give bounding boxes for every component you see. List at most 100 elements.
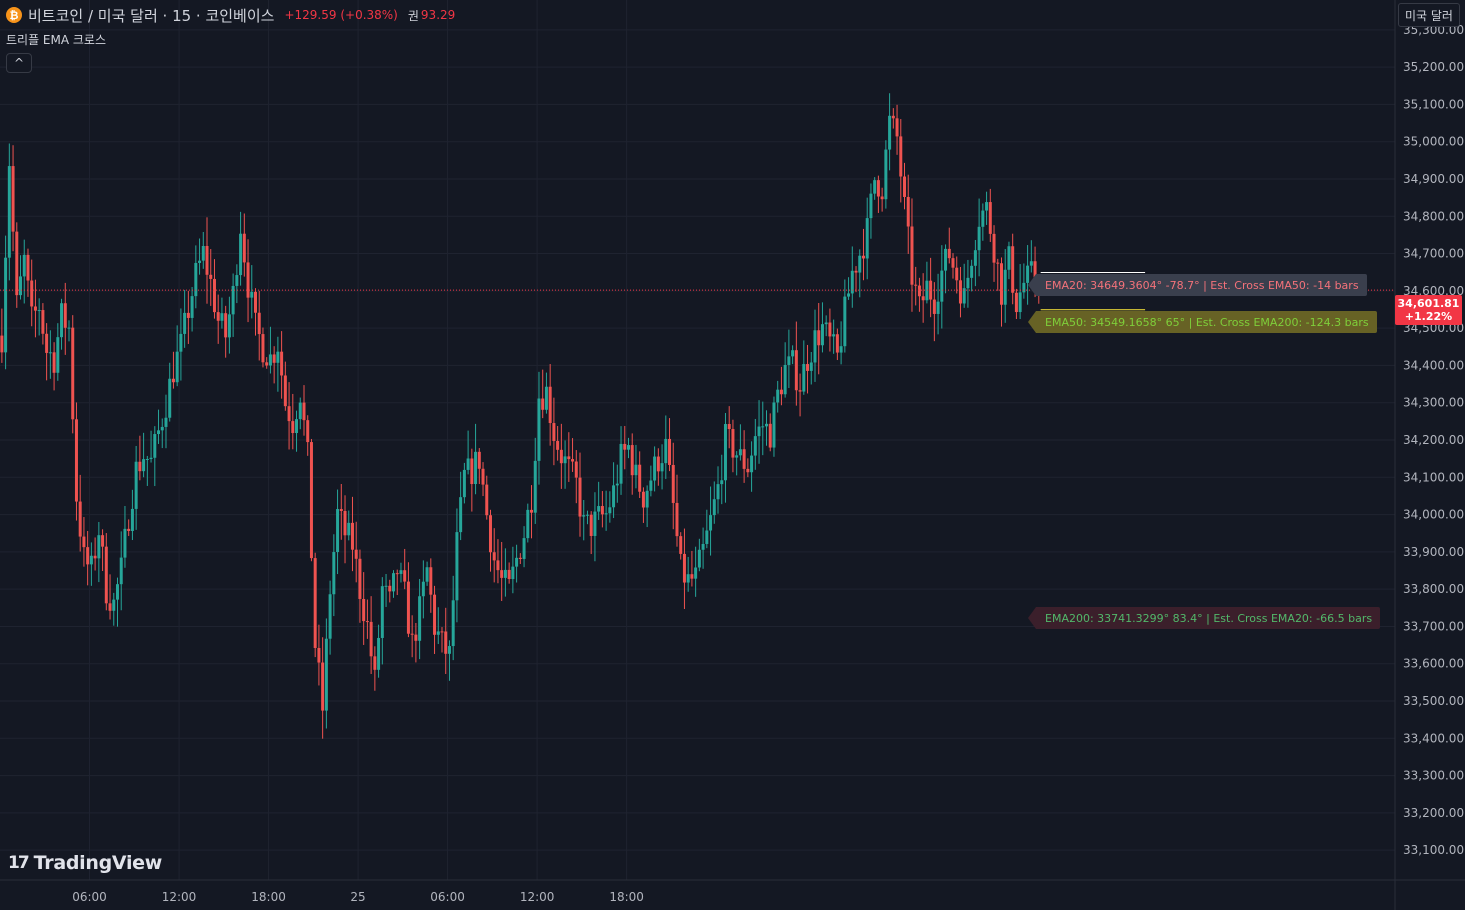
candle xyxy=(175,325,179,387)
candle xyxy=(738,424,742,461)
candle xyxy=(962,263,966,308)
candle-body xyxy=(634,464,638,476)
candle xyxy=(996,258,1000,291)
price-change: +129.59 (+0.38%) xyxy=(284,8,398,22)
candle-body xyxy=(914,284,918,286)
candle xyxy=(608,491,612,523)
candle-body xyxy=(507,569,511,579)
candle-body xyxy=(283,375,287,407)
candle-body xyxy=(571,459,575,462)
candle-body xyxy=(1007,246,1011,270)
candle xyxy=(246,239,250,323)
candle xyxy=(384,573,388,607)
candle-body xyxy=(317,647,321,663)
candle-body xyxy=(295,419,299,434)
collapse-indicators-button[interactable]: ^ xyxy=(6,53,32,73)
candle-body xyxy=(7,166,11,258)
candle xyxy=(783,342,787,398)
indicator-title[interactable]: 트리플 EMA 크로스 xyxy=(6,33,107,47)
candle xyxy=(914,266,918,306)
candle-body xyxy=(668,438,672,465)
candle-body xyxy=(996,262,1000,264)
candle xyxy=(832,319,836,354)
candle-body xyxy=(563,456,567,464)
candle-body xyxy=(932,299,936,314)
candle-body xyxy=(67,327,71,329)
candle xyxy=(985,191,989,225)
candle xyxy=(757,400,761,464)
candle xyxy=(932,282,936,342)
candle xyxy=(921,273,925,323)
candle xyxy=(746,458,750,478)
candle xyxy=(343,495,347,564)
candle-body xyxy=(78,501,82,537)
candle-body xyxy=(343,510,347,536)
candle-body xyxy=(619,443,623,484)
candle-body xyxy=(500,570,504,578)
candle-body xyxy=(548,386,552,424)
candle-body xyxy=(701,543,705,550)
candle xyxy=(817,302,821,375)
candle xyxy=(765,410,769,446)
candle-body xyxy=(388,585,392,592)
candle-body xyxy=(447,646,451,654)
currency-button[interactable]: 미국 달러 xyxy=(1398,3,1460,27)
candle xyxy=(686,556,690,592)
candle xyxy=(466,430,470,475)
candle-body xyxy=(694,567,698,579)
price-tick-label: 33,200.00 xyxy=(1403,806,1464,820)
candle xyxy=(768,413,772,452)
candle xyxy=(276,336,280,392)
candle xyxy=(548,364,552,446)
candle xyxy=(645,485,649,528)
candle xyxy=(153,426,157,487)
candle-body xyxy=(492,552,496,561)
price-tick-label: 35,200.00 xyxy=(1403,60,1464,74)
candle-body xyxy=(164,417,168,427)
candle-body xyxy=(787,356,791,365)
candle xyxy=(910,198,914,312)
candle xyxy=(30,259,34,327)
candle-body xyxy=(33,306,37,311)
candle-body xyxy=(239,233,243,276)
candle-body xyxy=(168,378,172,418)
candle-body xyxy=(567,456,571,460)
candle xyxy=(1029,240,1033,273)
candle xyxy=(511,546,515,594)
candle xyxy=(723,412,727,503)
candle-body xyxy=(552,423,556,441)
candle-body xyxy=(19,276,23,296)
candle-body xyxy=(250,291,254,298)
candle xyxy=(981,203,985,241)
candle xyxy=(563,440,567,489)
bitcoin-icon[interactable]: ₿ xyxy=(6,7,22,23)
candle xyxy=(958,266,962,318)
candle xyxy=(854,266,858,293)
candle-body xyxy=(459,497,463,533)
candle xyxy=(97,521,101,583)
candle-body xyxy=(686,574,690,583)
candle xyxy=(380,577,384,665)
candle-body xyxy=(735,455,739,458)
candle-body xyxy=(1022,282,1026,293)
candle xyxy=(753,418,757,470)
candle-body xyxy=(589,514,593,536)
time-tick-label: 18:00 xyxy=(609,890,644,904)
candle-body xyxy=(157,430,161,435)
candle-body xyxy=(839,346,843,353)
candle xyxy=(944,244,948,294)
candle xyxy=(410,615,414,658)
symbol-title[interactable]: 비트코인 / 미국 달러 · 15 · 코인베이스 xyxy=(28,6,275,25)
candle xyxy=(966,259,970,308)
candle xyxy=(559,423,563,489)
tradingview-logo[interactable]: 17 TradingView xyxy=(8,852,162,874)
candle-body xyxy=(26,254,30,281)
price-tick-label: 34,800.00 xyxy=(1403,209,1464,223)
candle xyxy=(257,290,261,361)
candle xyxy=(858,249,862,298)
candle-body xyxy=(309,442,313,559)
candle-body xyxy=(104,546,108,604)
candle xyxy=(750,441,754,492)
candle xyxy=(194,245,198,309)
